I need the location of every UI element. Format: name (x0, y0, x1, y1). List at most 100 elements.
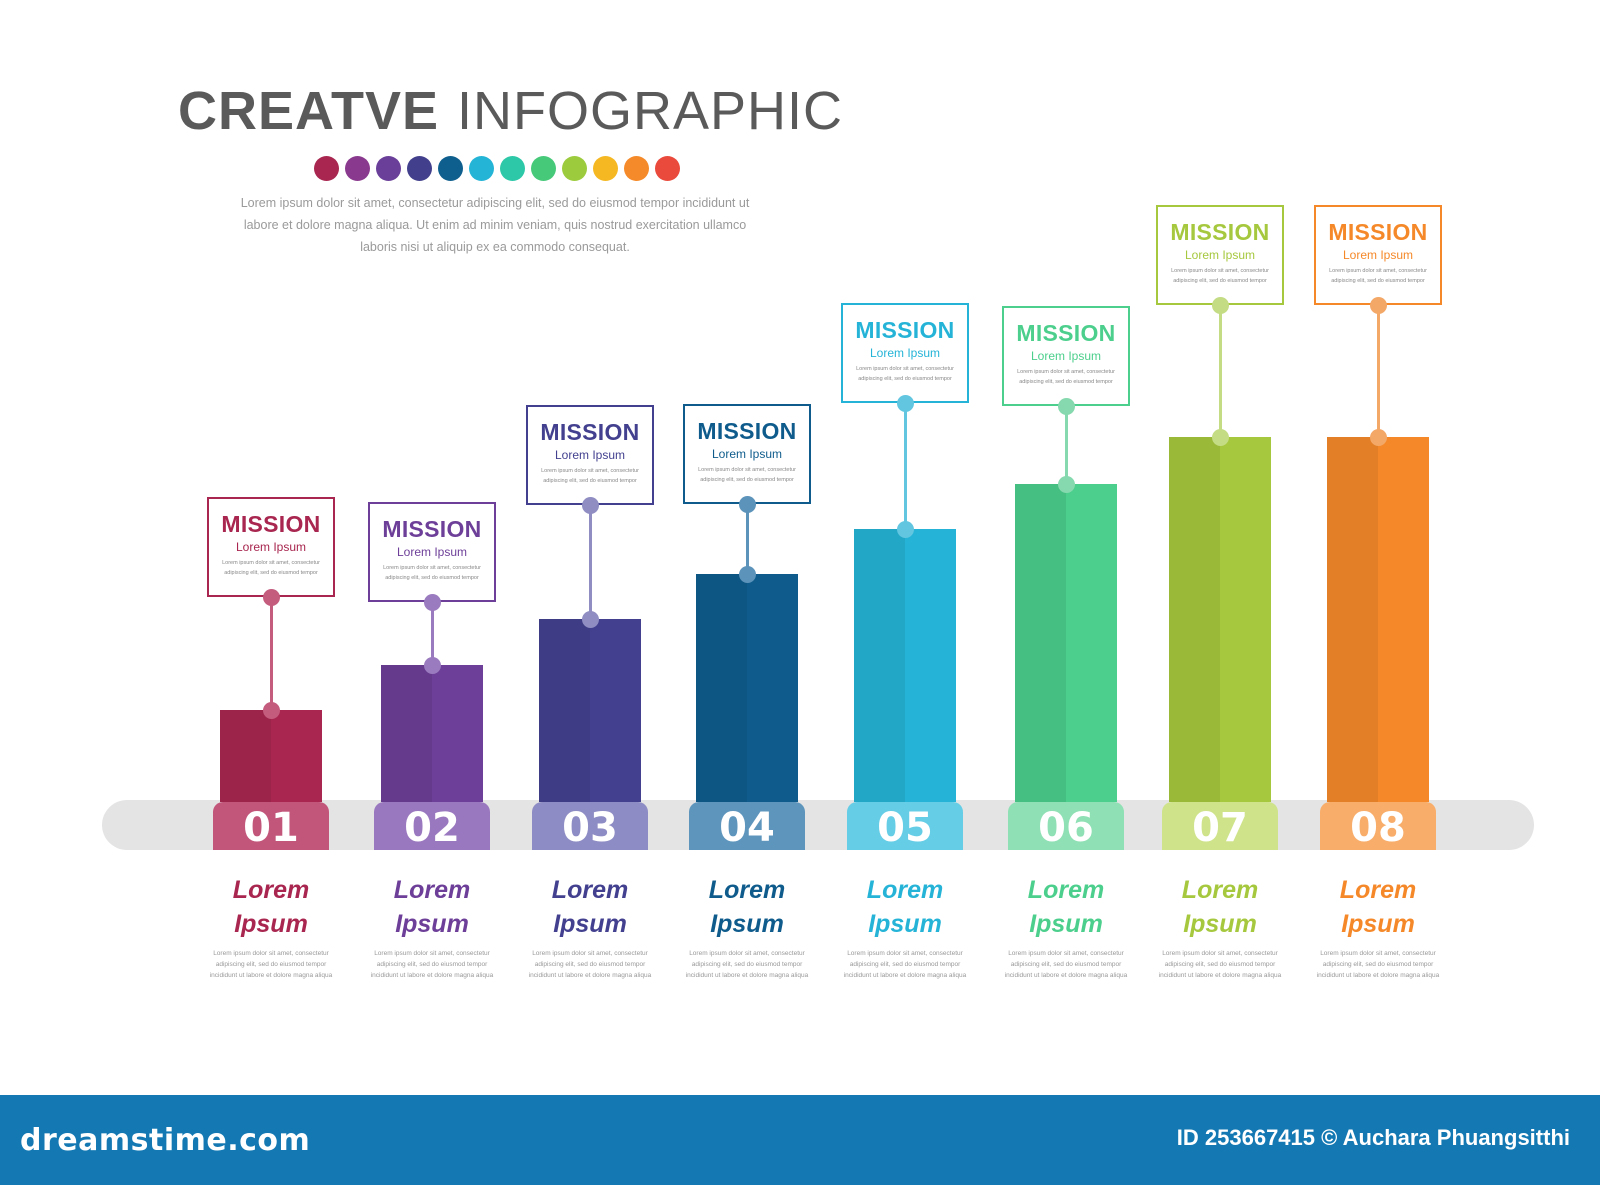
step-label-line2: Ipsum (395, 910, 469, 938)
card-title: MISSION (382, 516, 482, 542)
color-dot (624, 156, 649, 181)
title-bold: CREATVE (178, 81, 440, 141)
step-description: Lorem ipsum dolor sit amet, consectetur … (843, 950, 967, 979)
mission-card: MISSION Lorem Ipsum Lorem ipsum dolor sit … (1314, 205, 1442, 305)
bar-shade (220, 710, 271, 802)
card-text: Lorem ipsum dolor sit amet, consectetur … (698, 467, 796, 483)
number-band (102, 800, 1534, 850)
step-label-line1: Lorem (1027, 876, 1105, 904)
step-label-line2: Ipsum (868, 910, 942, 938)
footer-brand: dreamstime.com (20, 1123, 311, 1158)
color-dot (469, 156, 494, 181)
bar-connector-dot (738, 565, 756, 583)
step-number: 05 (847, 802, 963, 851)
card-connector-dot (581, 496, 599, 514)
step-label-line1: Lorem (232, 876, 310, 904)
step-label: Lorem Ipsum (672, 873, 822, 941)
bar-connector-dot (423, 656, 441, 674)
card-text: Lorem ipsum dolor sit amet, consectetur … (1329, 268, 1427, 284)
step-label: Lorem Ipsum (830, 873, 980, 941)
step-number: 03 (532, 802, 648, 851)
color-dots (314, 156, 680, 182)
connector-line (1064, 398, 1068, 492)
mission-card: MISSION Lorem Ipsum Lorem ipsum dolor sit … (1002, 306, 1130, 406)
card-title: MISSION (1170, 219, 1270, 245)
connector-line (745, 496, 749, 582)
step-number: 08 (1320, 802, 1436, 851)
card-title: MISSION (1016, 320, 1116, 346)
connector-line (903, 395, 907, 537)
connector-line (430, 594, 434, 673)
step-number: 02 (374, 802, 490, 851)
intro-text: Lorem ipsum dolor sit amet, consectetur … (240, 196, 750, 254)
step-label-line1: Lorem (1339, 876, 1417, 904)
step-label-line2: Ipsum (1029, 910, 1103, 938)
step-label-line2: Ipsum (710, 910, 784, 938)
step-bar (381, 665, 483, 802)
bar-connector-dot (581, 610, 599, 628)
card-title: MISSION (221, 511, 321, 537)
connector-line (588, 497, 592, 627)
step-bar (1327, 437, 1429, 802)
bar-connector-dot (896, 520, 914, 538)
step-label: Lorem Ipsum (1303, 873, 1453, 941)
title-light: INFOGRAPHIC (457, 81, 844, 141)
card-text: Lorem ipsum dolor sit amet, consectetur … (222, 560, 320, 576)
card-subtitle: Lorem Ipsum (1184, 248, 1256, 262)
card-subtitle: Lorem Ipsum (869, 346, 941, 360)
step-number: 01 (213, 802, 329, 851)
step-description: Lorem ipsum dolor sit amet, consectetur … (1316, 950, 1440, 979)
mission-card: MISSION Lorem Ipsum Lorem ipsum dolor sit … (683, 404, 811, 504)
step-description: Lorem ipsum dolor sit amet, consectetur … (370, 950, 494, 979)
card-title: MISSION (540, 419, 640, 445)
card-connector-dot (262, 588, 280, 606)
bar-connector-dot (262, 701, 280, 719)
bar-connector-dot (1211, 428, 1229, 446)
connector-line (1376, 297, 1380, 445)
card-connector-dot (423, 593, 441, 611)
card-connector-dot (896, 394, 914, 412)
bar-shade (854, 529, 905, 802)
step-bar (696, 574, 798, 802)
step-label-line2: Ipsum (234, 910, 308, 938)
card-text: Lorem ipsum dolor sit amet, consectetur … (383, 565, 481, 581)
step-label: Lorem Ipsum (196, 873, 346, 941)
color-dot (655, 156, 680, 181)
step-bar (220, 710, 322, 802)
step-label: Lorem Ipsum (515, 873, 665, 941)
step-label: Lorem Ipsum (357, 873, 507, 941)
bar-shade (381, 665, 432, 802)
step-label-line2: Ipsum (1183, 910, 1257, 938)
step-label-line1: Lorem (708, 876, 786, 904)
card-connector-dot (1211, 296, 1229, 314)
card-text: Lorem ipsum dolor sit amet, consectetur … (1171, 268, 1269, 284)
step-bar (854, 529, 956, 802)
mission-card: MISSION Lorem Ipsum Lorem ipsum dolor sit … (368, 502, 496, 602)
step-description: Lorem ipsum dolor sit amet, consectetur … (1004, 950, 1128, 979)
color-dot (314, 156, 339, 181)
card-subtitle: Lorem Ipsum (235, 540, 307, 554)
card-title: MISSION (697, 418, 797, 444)
card-text: Lorem ipsum dolor sit amet, consectetur … (856, 366, 954, 382)
color-dot (438, 156, 463, 181)
step-label-line1: Lorem (393, 876, 471, 904)
step-number: 07 (1162, 802, 1278, 851)
mission-card: MISSION Lorem Ipsum Lorem ipsum dolor sit … (1156, 205, 1284, 305)
step-label: Lorem Ipsum (991, 873, 1141, 941)
step-number: 04 (689, 802, 805, 851)
mission-card: MISSION Lorem Ipsum Lorem ipsum dolor sit … (841, 303, 969, 403)
color-dot (407, 156, 432, 181)
bar-shade (539, 619, 590, 802)
step-description: Lorem ipsum dolor sit amet, consectetur … (1158, 950, 1282, 979)
card-subtitle: Lorem Ipsum (396, 545, 468, 559)
color-dot (376, 156, 401, 181)
card-text: Lorem ipsum dolor sit amet, consectetur … (541, 468, 639, 484)
footer: dreamstime.com ID 253667415 © Auchara Ph… (0, 1095, 1600, 1185)
step-bar (1015, 484, 1117, 802)
color-dot (345, 156, 370, 181)
connector-line (1218, 297, 1222, 445)
color-dot (500, 156, 525, 181)
card-text: Lorem ipsum dolor sit amet, consectetur … (1017, 369, 1115, 385)
card-connector-dot (738, 495, 756, 513)
step-label: Lorem Ipsum (1145, 873, 1295, 941)
